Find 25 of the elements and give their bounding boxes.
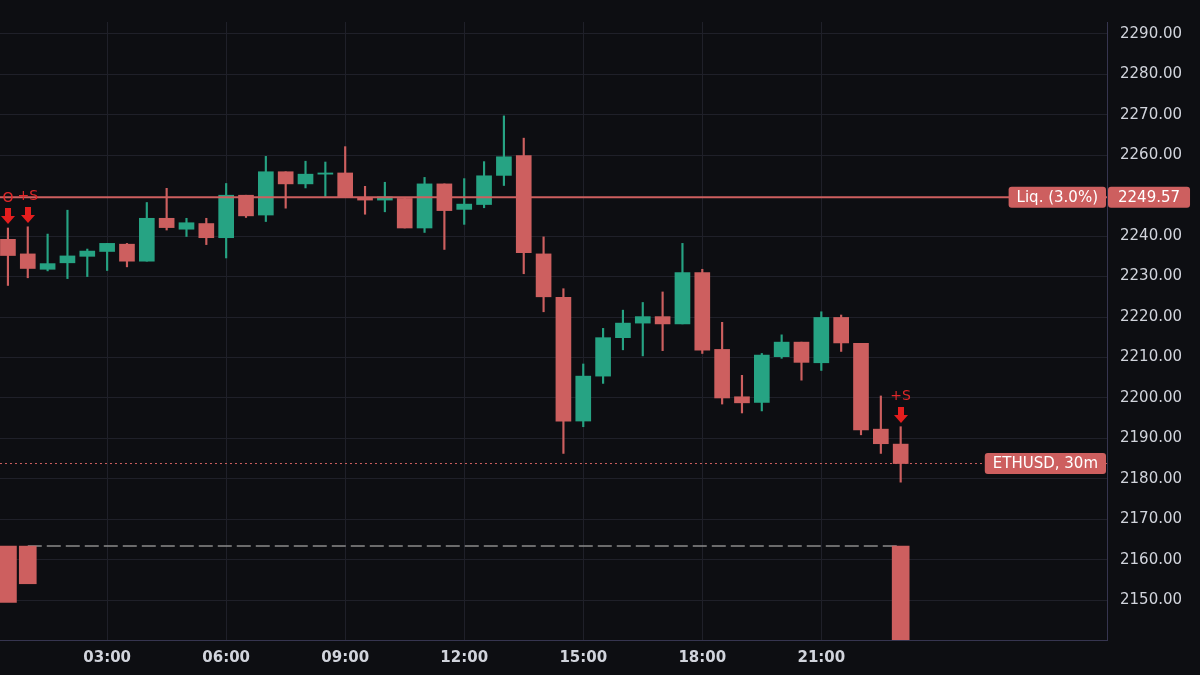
y-tick-label: 2170.00 [1120,509,1183,528]
x-tick-label: 03:00 [83,647,131,666]
y-tick-label: 2290.00 [1120,23,1183,42]
y-tick-label: 2210.00 [1120,347,1183,366]
y-tick-label: 2200.00 [1120,387,1183,406]
y-tick-label: 2230.00 [1120,266,1183,285]
y-tick-label: 2160.00 [1120,549,1183,568]
x-tick-label: 09:00 [321,647,370,666]
x-tick-label: 18:00 [678,647,727,666]
ref-line-label: Liq. (3.0%) [1016,188,1099,207]
annotation: 2249.57 [1118,188,1181,207]
y-tick-label: 2220.00 [1120,306,1183,325]
y-tick-label: 2190.00 [1120,428,1183,447]
y-tick-label: 2270.00 [1120,104,1183,123]
y-tick-label: 2260.00 [1120,145,1183,164]
annotation: +S [890,387,912,404]
y-tick-label: 2180.00 [1120,468,1183,487]
x-tick-label: 21:00 [797,647,846,666]
x-tick-label: 15:00 [559,647,608,666]
ref-line-label: ETHUSD, 30m [992,454,1099,473]
x-tick-label: 06:00 [202,647,251,666]
x-tick-label: 12:00 [440,647,489,666]
y-tick-label: 2150.00 [1120,590,1183,609]
y-tick-label: 2240.00 [1120,225,1183,244]
y-tick-label: 2280.00 [1120,64,1183,83]
